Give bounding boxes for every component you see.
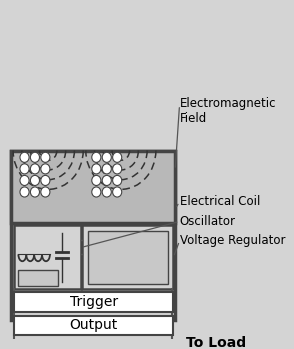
Circle shape [102, 164, 111, 174]
Circle shape [20, 152, 29, 162]
Text: Output: Output [70, 318, 118, 332]
Text: To Load: To Load [186, 336, 246, 349]
Circle shape [113, 164, 122, 174]
Circle shape [41, 187, 50, 197]
Text: Electromagnetic
Field: Electromagnetic Field [180, 97, 276, 125]
Text: Trigger: Trigger [70, 295, 118, 309]
Bar [18, 270, 58, 285]
Text: Oscillator: Oscillator [180, 215, 235, 228]
Text: Electrical Coil: Electrical Coil [180, 195, 260, 208]
Text: Voltage Regulator: Voltage Regulator [180, 234, 285, 247]
Bar [14, 315, 173, 335]
Circle shape [102, 176, 111, 185]
Circle shape [113, 187, 122, 197]
Circle shape [92, 164, 101, 174]
Circle shape [102, 187, 111, 197]
Circle shape [113, 176, 122, 185]
Circle shape [20, 164, 29, 174]
Circle shape [113, 152, 122, 162]
Circle shape [20, 176, 29, 185]
Circle shape [30, 187, 39, 197]
Circle shape [92, 152, 101, 162]
Circle shape [41, 152, 50, 162]
Bar [82, 225, 173, 289]
Circle shape [92, 187, 101, 197]
Circle shape [102, 152, 111, 162]
Circle shape [30, 176, 39, 185]
Circle shape [41, 164, 50, 174]
Circle shape [30, 164, 39, 174]
Circle shape [20, 187, 29, 197]
Bar [14, 225, 81, 289]
Bar [11, 150, 175, 223]
Bar [11, 150, 175, 320]
Bar [14, 292, 173, 312]
Circle shape [30, 152, 39, 162]
Circle shape [41, 176, 50, 185]
Bar [88, 231, 168, 284]
Circle shape [92, 176, 101, 185]
